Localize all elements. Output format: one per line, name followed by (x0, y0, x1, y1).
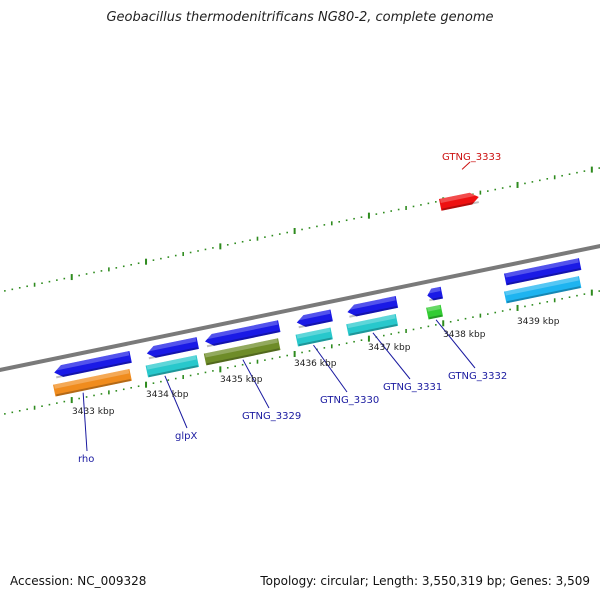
gene-label-leader (164, 375, 188, 429)
gene-label-leader (313, 344, 348, 393)
gene-arrow-body (296, 309, 333, 327)
gene-arrow-body (146, 337, 199, 358)
gene-arrow-body (504, 258, 582, 286)
gene-arrow-body (427, 286, 444, 301)
gene-label: GTNG_3332 (448, 371, 507, 382)
gene-label-leader (372, 332, 411, 380)
gene-label: GTNG_3329 (242, 411, 301, 422)
gene-box-body (295, 327, 333, 347)
gene-box-highlight (427, 304, 441, 312)
outer-tick-track (4, 166, 600, 292)
gene-box (145, 355, 199, 378)
gene-box-shadow (349, 323, 398, 336)
gene-box-shadow (206, 348, 280, 366)
gene-arrow-body (205, 320, 281, 346)
gene-box-shadow (56, 379, 131, 397)
outer-gene-label: GTNG_3333 (442, 152, 501, 163)
gene-box (203, 338, 281, 366)
gene-box-shadow (507, 286, 581, 304)
gene-label: glpX (175, 431, 197, 442)
outer-gene-arrow-shadow (441, 201, 479, 211)
genome-backbone (0, 243, 600, 373)
gene-arrow-highlight (146, 337, 197, 352)
kbp-label: 3437 kbp (368, 343, 411, 353)
gene-box-body (426, 304, 444, 320)
gene-arrow-shadow (298, 319, 332, 329)
gene-box (295, 327, 333, 347)
gene-box-highlight (53, 369, 130, 389)
gene-box-highlight (204, 338, 278, 358)
gene-label: GTNG_3331 (383, 382, 442, 393)
kbp-label: 3436 kbp (294, 359, 337, 369)
gene-box (504, 276, 582, 304)
gene-arrow (427, 286, 444, 302)
gene-arrow (204, 320, 281, 348)
gene-box-body (53, 369, 132, 397)
gene-box (346, 313, 399, 336)
gene-arrow-highlight (427, 286, 441, 294)
outer-gene-arrow (438, 191, 479, 211)
gene-label-leader (82, 392, 88, 452)
kbp-label: 3435 kbp (220, 375, 263, 385)
gene-arrow-highlight (296, 309, 331, 321)
gene-arrow-shadow (349, 305, 398, 318)
genome-summary-text: Topology: circular; Length: 3,550,319 bp… (260, 574, 590, 588)
gene-box-shadow (298, 337, 332, 347)
gene-box-shadow (429, 314, 443, 320)
gene-arrow-highlight (504, 258, 579, 278)
gene-arrow-shadow (148, 347, 199, 360)
gene-box-highlight (296, 327, 331, 339)
inner-tick-track (4, 289, 600, 415)
gene-arrow-highlight (204, 320, 278, 340)
kbp-label: 3433 kbp (72, 407, 115, 417)
gene-box-body (504, 276, 582, 304)
outer-gene-arrow-highlight (439, 191, 478, 203)
gene-box-shadow (148, 365, 199, 378)
gene-arrow-shadow (507, 268, 581, 286)
gene-box (426, 304, 444, 320)
gene-box-body (346, 313, 399, 336)
outer-gene-arrow-body (438, 192, 479, 211)
gene-arrow (504, 258, 582, 286)
map-title: Geobacillus thermodenitrificans NG80-2, … (106, 10, 494, 25)
gene-box-body (203, 338, 281, 366)
kbp-label: 3439 kbp (517, 317, 560, 327)
gene-label: GTNG_3330 (320, 395, 379, 406)
label-layer: rho glpX GTNG_3329 GTNG_3330 GTNG_3331 GTNG_3… (78, 152, 507, 465)
outer-label-leader (461, 161, 471, 170)
gene-arrow (53, 351, 132, 379)
gene-label-leader (435, 319, 476, 369)
gene-arrow-highlight (53, 351, 130, 371)
gene-arrow (146, 337, 199, 360)
gene-box (53, 369, 132, 397)
kbp-label: 3434 kbp (146, 390, 189, 400)
gene-box-highlight (347, 314, 396, 329)
gene-arrow-body (347, 295, 399, 317)
gene-arrow-shadow (56, 361, 131, 379)
gene-arrow (296, 309, 333, 329)
gene-arrow-shadow (429, 296, 443, 302)
gene-label: rho (78, 454, 94, 465)
gene-arrow-highlight (347, 296, 396, 311)
gene-arrow (347, 295, 399, 318)
gene-arrow-shadow (206, 330, 280, 348)
gene-box-body (145, 355, 199, 378)
accession-text: Accession: NC_009328 (10, 574, 147, 588)
kbp-label: 3438 kbp (443, 330, 486, 340)
gene-track (53, 191, 582, 397)
gene-label-leader (242, 359, 270, 409)
gene-box-highlight (504, 276, 579, 296)
gene-arrow-body (54, 351, 132, 377)
gene-box-highlight (146, 355, 197, 370)
